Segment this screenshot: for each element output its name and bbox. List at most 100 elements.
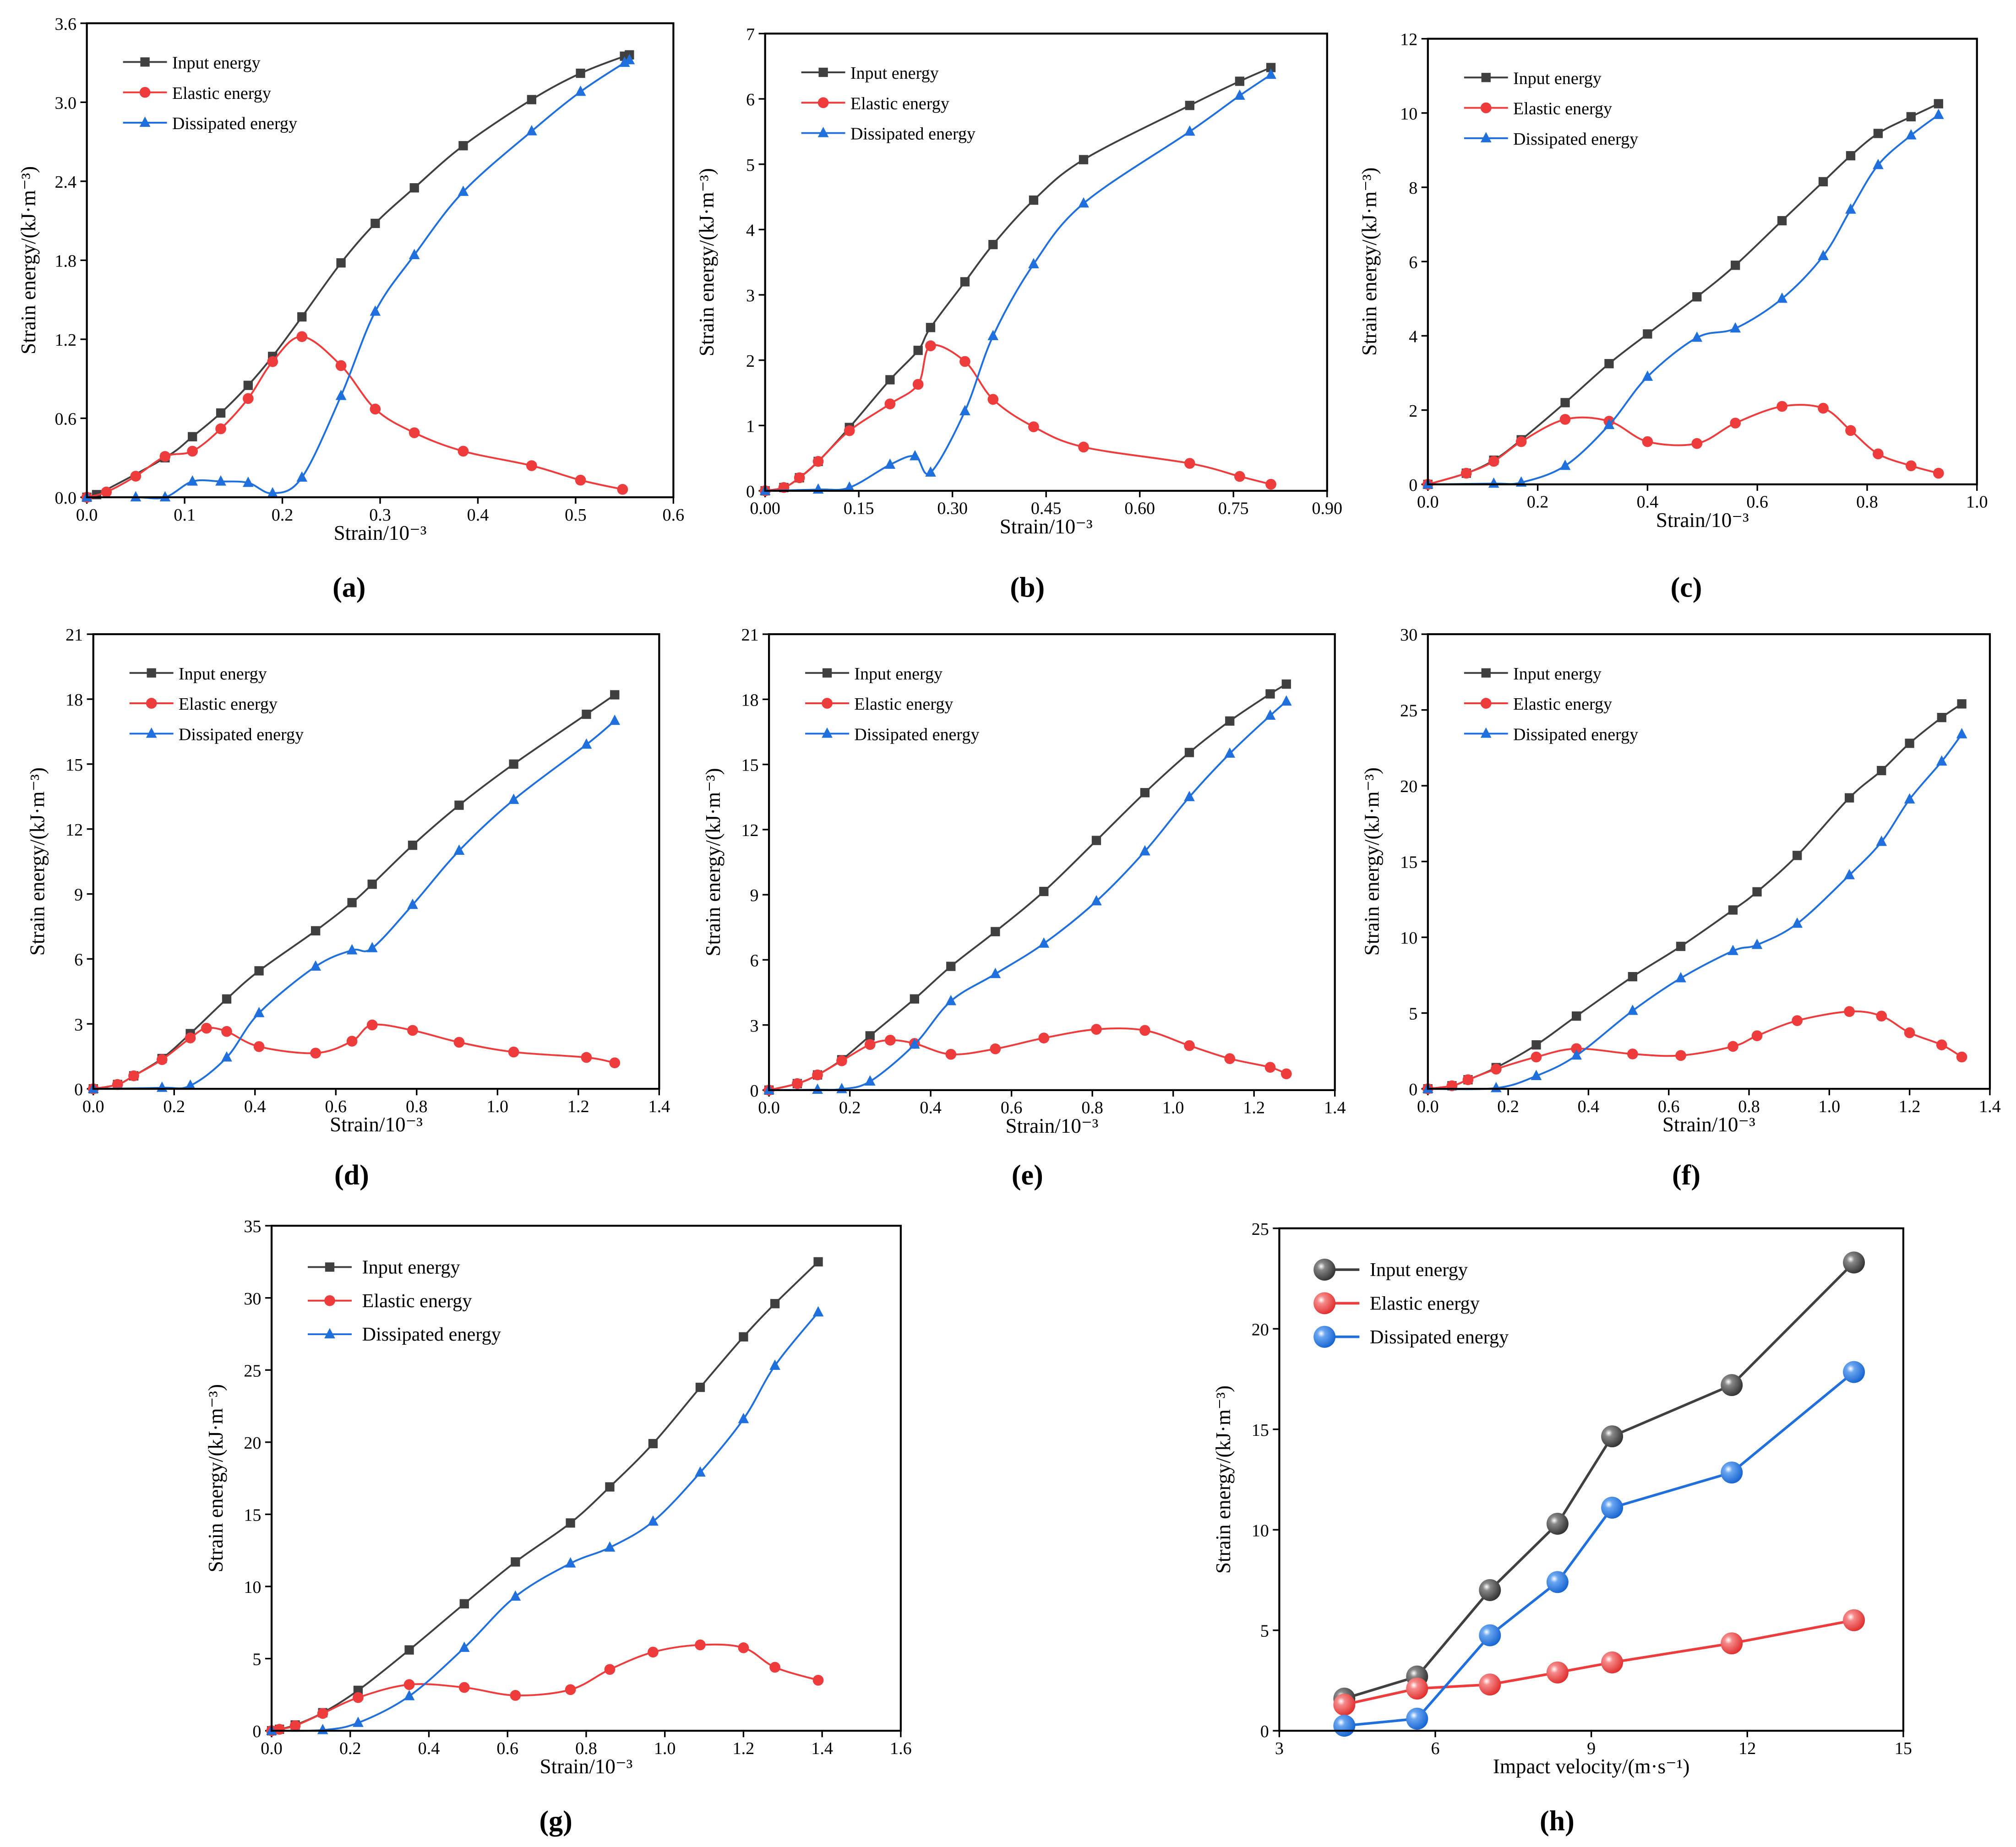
x-tick-label: 0.6 <box>1001 1098 1023 1118</box>
data-point-elastic <box>1933 467 1944 479</box>
x-tick-label: 0.45 <box>1031 499 1062 518</box>
legend-item-elastic: Elastic energy <box>1464 695 1612 714</box>
legend-marker-input <box>1481 668 1491 678</box>
legend-marker-dissipated <box>1480 727 1492 738</box>
data-point-elastic <box>1721 1632 1743 1655</box>
y-tick-label: 1.8 <box>54 252 76 271</box>
series-line-dissipated <box>765 74 1272 492</box>
legend-item-dissipated: Dissipated energy <box>1464 130 1638 149</box>
x-tick-label: 0.4 <box>1578 1097 1600 1116</box>
plot-frame <box>1278 1227 1905 1732</box>
y-tick-label: 15 <box>65 755 83 775</box>
y-tick-label: 6 <box>750 951 759 970</box>
data-point-elastic <box>1559 414 1571 425</box>
data-point-dissipated <box>812 1306 824 1317</box>
series-dissipated <box>759 68 1276 495</box>
data-point-elastic <box>1691 438 1703 449</box>
y-tick-label: 10 <box>244 1578 261 1597</box>
chart-panel-c: 0.0 0.2 0.4 0.6 0.8 1.0 0 2 4 6 8 10 12 Input energy E… <box>1358 30 1988 603</box>
x-tick-label: 0.90 <box>1312 499 1342 518</box>
data-point-elastic <box>912 379 924 390</box>
chart-panel-f: 0.0 0.2 0.4 0.6 0.8 1.0 1.2 1.4 0 5 10 15 20 25 30 Inpu… <box>1361 625 2001 1191</box>
data-point-dissipated <box>1028 258 1039 268</box>
x-tick-label: 1.2 <box>1243 1098 1265 1118</box>
y-tick-label: 6 <box>746 90 755 109</box>
series-dissipated <box>266 1306 824 1735</box>
x-tick-label: 1.2 <box>733 1739 755 1758</box>
y-tick-label: 5 <box>1409 1005 1417 1024</box>
legend-label: Dissipated energy <box>854 725 979 744</box>
data-point-input <box>648 1439 658 1449</box>
data-point-elastic <box>221 1026 232 1037</box>
data-point-input <box>1571 1011 1581 1021</box>
data-point-elastic <box>1792 1015 1803 1026</box>
data-point-elastic <box>1627 1048 1638 1059</box>
data-point-elastic <box>990 1043 1001 1054</box>
y-tick-label: 0 <box>1409 476 1417 495</box>
data-point-dissipated <box>156 1081 168 1092</box>
series-line-elastic <box>271 1643 819 1732</box>
data-point-elastic <box>812 1674 824 1686</box>
legend-marker-input <box>1313 1259 1336 1281</box>
x-tick-label: 0.5 <box>565 505 587 525</box>
y-tick-label: 2.4 <box>54 173 76 192</box>
data-point-elastic <box>317 1708 328 1719</box>
legend-item-elastic: Elastic energy <box>1313 1292 1480 1314</box>
y-tick-label: 18 <box>741 690 758 710</box>
x-tick-label: 0.6 <box>1746 493 1768 512</box>
x-tick-label: 0.8 <box>1856 493 1878 512</box>
data-point-input <box>1479 1579 1501 1601</box>
data-point-input <box>605 1482 615 1492</box>
y-tick-label: 4 <box>746 221 755 240</box>
x-axis-label: Strain/10⁻³ <box>1662 1113 1755 1136</box>
data-point-input <box>1731 261 1740 270</box>
series-line-dissipated <box>1428 114 1939 485</box>
data-point-elastic <box>366 1019 378 1031</box>
data-point-input <box>1877 766 1886 776</box>
legend-label: Dissipated energy <box>1513 725 1638 744</box>
data-point-elastic <box>581 1052 592 1063</box>
x-tick-label: 0.00 <box>750 499 780 518</box>
data-point-input <box>188 432 197 441</box>
series-line-dissipated <box>769 701 1287 1091</box>
data-point-input <box>1934 99 1943 109</box>
chart-panel-e: 0.0 0.2 0.4 0.6 0.8 1.0 1.2 1.4 0 3 6 9 12 15 18 21 Inpu… <box>702 625 1346 1191</box>
data-point-elastic <box>1265 478 1276 490</box>
data-point-elastic <box>1462 1074 1474 1086</box>
data-point-dissipated <box>335 390 347 400</box>
data-point-input <box>458 141 468 151</box>
data-point-dissipated <box>1936 755 1947 766</box>
data-point-dissipated <box>1546 1571 1569 1593</box>
x-axis-label: Strain/10⁻³ <box>1000 515 1093 538</box>
y-tick-label: 0 <box>252 1722 261 1741</box>
data-point-dissipated <box>648 1515 659 1526</box>
legend-item-input: Input energy <box>1313 1259 1468 1281</box>
series-dissipated <box>1422 109 1944 489</box>
data-point-input <box>1793 851 1802 860</box>
data-point-elastic <box>1873 448 1884 460</box>
x-tick-label: 0.0 <box>758 1098 780 1118</box>
data-point-input <box>1039 886 1049 896</box>
data-point-input <box>946 962 956 971</box>
y-tick-label: 3 <box>750 1016 759 1036</box>
y-axis-label: Strain energy/(kJ·m⁻³) <box>702 768 725 956</box>
series-elastic <box>81 331 628 503</box>
data-point-dissipated <box>884 458 896 469</box>
legend-marker-input <box>325 1262 335 1272</box>
data-point-elastic <box>403 1679 415 1690</box>
data-point-elastic <box>884 398 896 410</box>
x-tick-label: 1.4 <box>1324 1098 1346 1118</box>
data-point-dissipated <box>1603 418 1615 429</box>
data-point-input <box>1643 329 1652 339</box>
data-point-elastic <box>864 1039 876 1050</box>
data-point-input <box>243 380 253 390</box>
legend-marker-elastic <box>1313 1292 1336 1315</box>
data-point-input <box>1728 905 1738 915</box>
legend-item-input: Input energy <box>801 64 939 83</box>
legend-item-input: Input energy <box>1464 69 1602 88</box>
data-point-dissipated <box>1904 793 1915 804</box>
y-tick-label: 6 <box>74 950 83 969</box>
data-point-dissipated <box>221 1051 232 1062</box>
x-tick-label: 1.0 <box>1819 1097 1841 1116</box>
plot-frame <box>92 633 660 1090</box>
